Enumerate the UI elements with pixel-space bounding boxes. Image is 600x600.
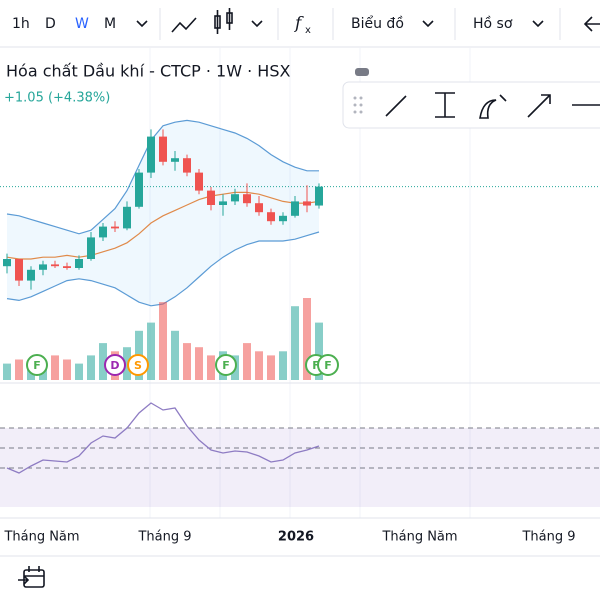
event-marker: [26, 354, 48, 376]
dropdown-icon[interactable]: [532, 20, 544, 28]
indicator-line: [6, 191, 320, 260]
volume-bar: [243, 343, 251, 380]
volume-bar: [291, 306, 299, 380]
candle-body: [207, 190, 215, 205]
volume-bar: [195, 347, 203, 380]
volume-bar: [159, 302, 167, 380]
candle-body: [159, 136, 167, 162]
calendar-icon[interactable]: [18, 566, 45, 588]
volume-bar: [267, 355, 275, 380]
range-tool[interactable]: [435, 92, 455, 118]
volume-bar: [183, 343, 191, 380]
dropdown-icon[interactable]: [422, 20, 434, 28]
x-tick-label: Tháng Năm: [381, 530, 457, 545]
candle-body: [171, 158, 179, 162]
profile-menu[interactable]: Hồ sơ: [473, 15, 513, 32]
interval-button[interactable]: M: [104, 16, 116, 32]
candle-body: [63, 266, 71, 268]
candle-body: [51, 264, 59, 267]
trendline-tool[interactable]: [385, 95, 407, 117]
band-fill: [7, 120, 319, 306]
arrow-tool[interactable]: [527, 94, 551, 118]
event-label: D: [110, 359, 119, 372]
interval-button[interactable]: D: [45, 16, 56, 32]
indicator-icon[interactable]: x: [305, 25, 311, 36]
x-tick-label: Tháng 9: [521, 530, 575, 545]
volume-bar: [147, 322, 155, 380]
toolbar: 1h D W M f x Biểu đồ Hồ sơ: [12, 8, 600, 40]
x-tick-label: Tháng Năm: [3, 530, 79, 545]
volume-bar: [75, 363, 83, 380]
candle-body: [99, 226, 107, 238]
candle-body: [75, 259, 83, 268]
volume-bar: [279, 351, 287, 380]
candle-body: [123, 206, 131, 229]
brush-tool[interactable]: [479, 94, 507, 119]
rsi-line: [6, 402, 320, 474]
volume-bar: [315, 322, 323, 380]
chart-style-icon[interactable]: [171, 17, 197, 33]
dropdown-icon[interactable]: [251, 20, 263, 28]
volume-bar: [15, 359, 23, 380]
dropdown-icon[interactable]: [136, 20, 148, 28]
volume-bar: [87, 355, 95, 380]
candle-body: [15, 259, 23, 281]
volume-bar: [303, 298, 311, 380]
volume-bar: [207, 355, 215, 380]
candle-body: [303, 201, 311, 206]
event-label: F: [312, 359, 320, 372]
volume-bar: [255, 351, 263, 380]
candle-body: [87, 237, 95, 259]
x-tick-label: Tháng 9: [137, 530, 191, 545]
drawing-toolbar: [342, 81, 600, 129]
candle-icon[interactable]: [214, 8, 233, 34]
candle-body: [111, 226, 119, 229]
candle-body: [195, 172, 203, 191]
candle-body: [39, 264, 47, 270]
event-label: F: [33, 359, 41, 372]
drawing-panel: [342, 81, 600, 129]
undo-icon[interactable]: [583, 16, 600, 32]
interval-button[interactable]: 1h: [12, 16, 30, 32]
symbol-title: Hóa chất Dầu khí - CTCP · 1W · HSX: [6, 62, 290, 81]
volume-bar: [51, 355, 59, 380]
volume-bar: [171, 330, 179, 380]
candle-body: [27, 269, 35, 281]
event-label: F: [324, 359, 332, 372]
candle-body: [267, 212, 275, 222]
candle-body: [255, 203, 263, 213]
candle-body: [279, 215, 287, 222]
event-marker: [104, 354, 126, 376]
candle-body: [183, 158, 191, 173]
event-marker: [215, 354, 237, 376]
candle-body: [243, 194, 251, 204]
event-marker: [317, 354, 339, 376]
drag-handle[interactable]: [353, 96, 363, 114]
candle-body: [135, 172, 143, 207]
candle-body: [3, 259, 11, 267]
candle-body: [147, 136, 155, 173]
event-label: F: [222, 359, 230, 372]
event-label: S: [134, 359, 142, 372]
volume-bar: [99, 343, 107, 380]
price-change: +1.05 (+4.38%): [4, 91, 110, 106]
candle-body: [219, 201, 227, 205]
x-tick-label: 2026: [278, 530, 314, 545]
event-marker: [127, 354, 149, 376]
volume-bar: [123, 347, 131, 380]
candle-body: [231, 194, 239, 202]
interval-button[interactable]: W: [75, 16, 89, 32]
indicator-icon[interactable]: f: [293, 14, 304, 34]
candle-body: [315, 186, 323, 206]
volume-bar: [63, 359, 71, 380]
indicator-line: [6, 119, 319, 235]
candle-body: [291, 201, 299, 216]
volume-bar: [3, 363, 11, 380]
collapse-button[interactable]: [355, 68, 369, 76]
chart-menu[interactable]: Biểu đồ: [351, 15, 404, 32]
